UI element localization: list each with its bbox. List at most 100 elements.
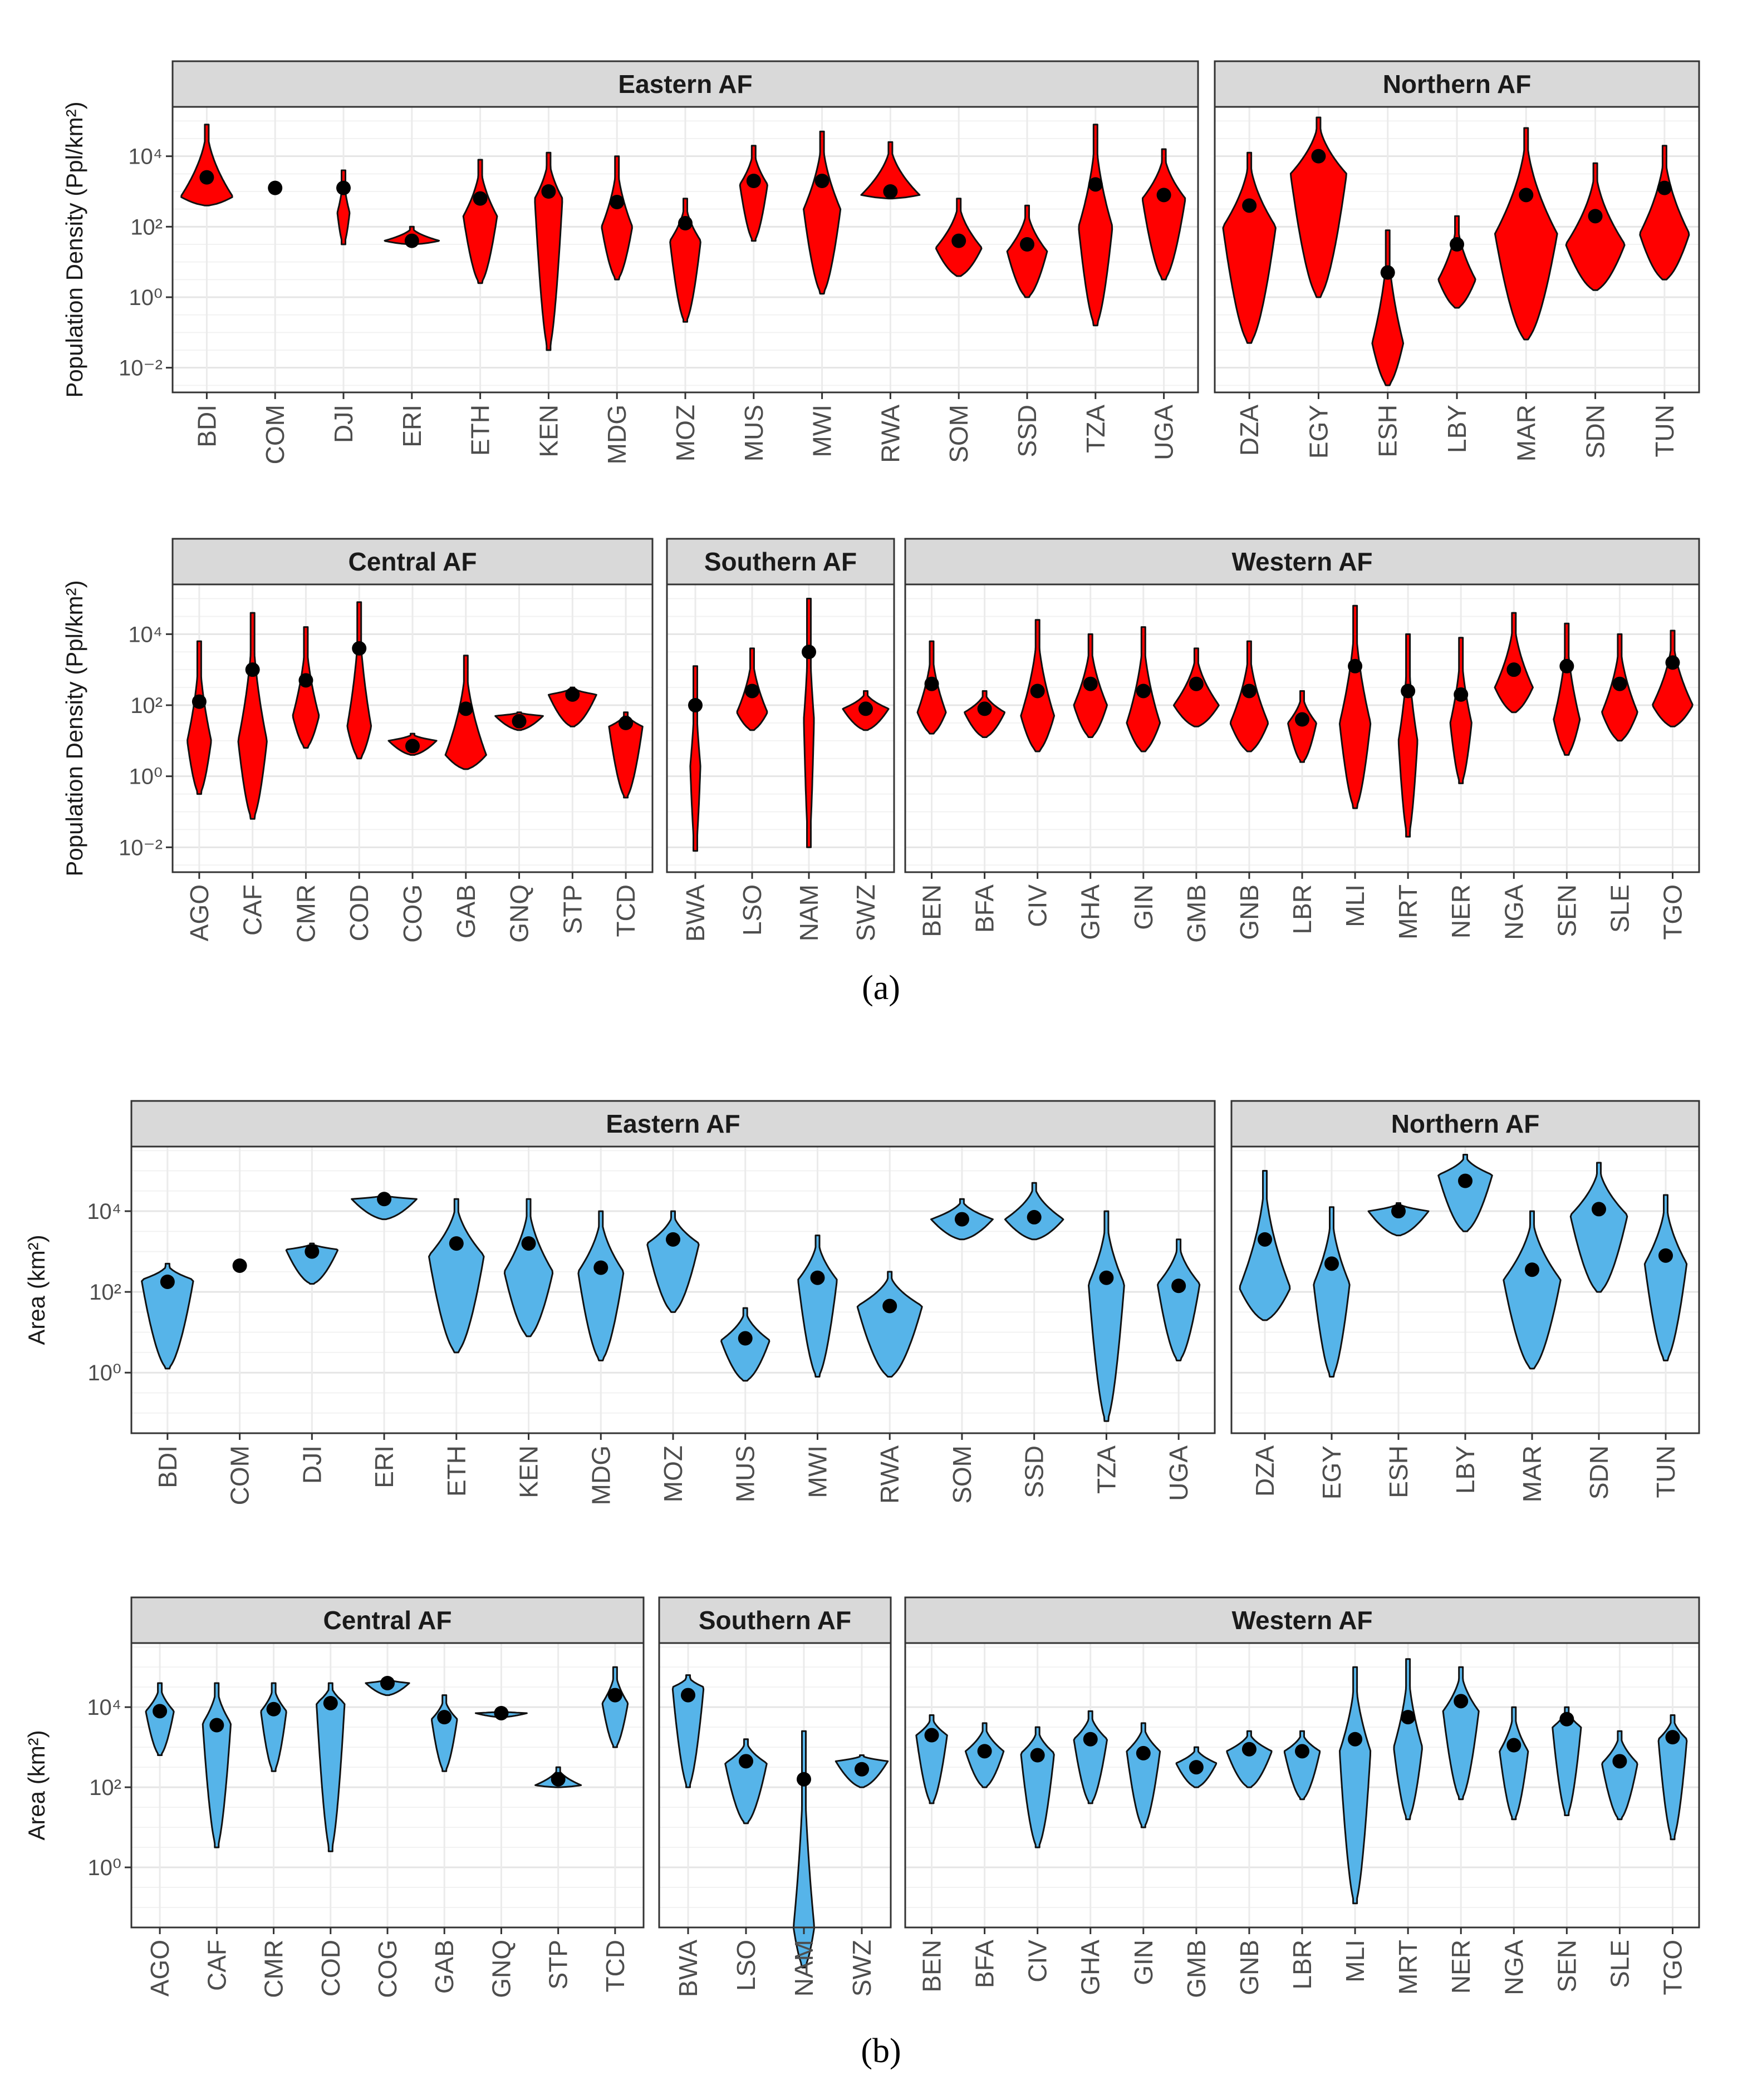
x-tick-label-MAR: MAR: [1511, 405, 1540, 461]
x-tick-label-NGA: NGA: [1499, 1940, 1528, 1995]
violin-AGO: [186, 640, 212, 795]
mean-point-AGO: [192, 694, 207, 709]
panel-border: [658, 1642, 892, 1929]
mean-point-BFA: [977, 1744, 992, 1759]
violin-UGA: [1157, 1238, 1201, 1361]
mean-point-TCD: [607, 1688, 622, 1703]
x-tick-label-GHA: GHA: [1076, 1940, 1105, 1995]
mean-point-CIV: [1030, 683, 1045, 699]
x-tick-label-GIN: GIN: [1129, 884, 1158, 930]
mean-point-SSD: [1027, 1209, 1042, 1224]
violin-UGA: [1142, 148, 1186, 281]
mean-point-KEN: [541, 184, 556, 199]
x-tick-label-TCD: TCD: [601, 1940, 630, 1993]
mean-point-SWZ: [855, 1762, 869, 1777]
x-tick-label-DZA: DZA: [1235, 405, 1264, 456]
mean-point-DZA: [1258, 1232, 1272, 1247]
mean-point-SOM: [954, 1212, 969, 1227]
a-row1-y-axis-label: Population Density (Ppl/km²): [61, 580, 87, 876]
a-facet-western-af: Western AF BEN BFA CIV GHA GIN GMB GNB LBR MLI MRT…: [904, 538, 1700, 943]
violin-AGO: [145, 1682, 175, 1756]
panel-border: [904, 583, 1700, 873]
x-tick-label-CAF: CAF: [238, 884, 267, 936]
x-tick-label-SSD: SSD: [1020, 1445, 1049, 1498]
y-tick-label: 10⁴: [128, 145, 163, 169]
mean-point-COD: [323, 1695, 338, 1710]
mean-point-SDN: [1588, 209, 1603, 224]
violin-LBY: [1437, 215, 1476, 309]
mean-point-NER: [1454, 1694, 1469, 1709]
mean-point-SLE: [1612, 1754, 1627, 1769]
y-tick-label: 10⁴: [87, 1199, 121, 1224]
panel-border: [130, 1642, 645, 1929]
violin-LSO: [724, 1738, 768, 1824]
mean-point-MAR: [1519, 188, 1534, 203]
violin-TGO: [1657, 1714, 1688, 1841]
facet-strip-label: Western AF: [1231, 547, 1372, 576]
x-tick-label-SWZ: SWZ: [847, 1940, 876, 1996]
violin-ETH: [462, 159, 498, 284]
mean-point-NAM: [802, 645, 816, 660]
facet-strip: [1214, 60, 1700, 108]
violin-LBR: [1283, 1730, 1321, 1801]
a-facet-southern-af: Southern AF BWA LSO NAM SWZ: [666, 538, 895, 942]
violin-TCD: [601, 1666, 629, 1748]
mean-point-KEN: [521, 1236, 536, 1251]
mean-point-GIN: [1136, 1745, 1151, 1760]
mean-point-MOZ: [678, 216, 693, 230]
facet-strip: [904, 538, 1700, 586]
mean-point-MWI: [810, 1270, 825, 1285]
x-tick-label-STP: STP: [544, 1940, 573, 1989]
violin-BDI: [141, 1262, 194, 1370]
y-tick-label: 10²: [89, 1776, 121, 1800]
x-tick-label-SLE: SLE: [1605, 884, 1634, 933]
violin-MOZ: [669, 198, 701, 323]
mean-point-GNB: [1241, 683, 1257, 699]
mean-point-COM: [232, 1258, 247, 1273]
x-tick-label-MUS: MUS: [739, 405, 768, 461]
b-facet-central-af: Central AF 10⁰ 10² 10⁴ AGO CAF CMR COD COG GAB GNQ…: [87, 1596, 645, 1998]
x-tick-label-LSO: LSO: [732, 1940, 760, 1991]
x-tick-label-MRT: MRT: [1393, 884, 1422, 940]
violin-KEN: [534, 151, 563, 351]
mean-point-MUS: [738, 1331, 753, 1346]
a-facet-central-af: Central AF 10⁻² 10⁰ 10² 10⁴ AGO CAF CMR COD COG GA…: [119, 538, 654, 943]
x-tick-label-UGA: UGA: [1164, 1445, 1193, 1501]
x-tick-label-ESH: ESH: [1384, 1445, 1413, 1498]
x-tick-label-LBR: LBR: [1288, 1940, 1317, 1989]
mean-point-SLE: [1612, 676, 1627, 691]
x-tick-label-TZA: TZA: [1092, 1445, 1121, 1494]
x-tick-label-BFA: BFA: [970, 1940, 999, 1988]
mean-point-GMB: [1189, 1760, 1204, 1775]
x-tick-label-GMB: GMB: [1182, 884, 1211, 943]
violin-CMR: [260, 1682, 287, 1772]
violin-ESH: [1371, 229, 1405, 386]
x-tick-label-KEN: KEN: [534, 405, 563, 458]
violin-MDG: [577, 1210, 625, 1361]
mean-point-BDI: [199, 170, 214, 185]
x-tick-label-BDI: BDI: [153, 1445, 182, 1488]
x-tick-label-SEN: SEN: [1552, 884, 1581, 937]
mean-point-BEN: [924, 676, 939, 691]
violin-MLI: [1339, 1666, 1372, 1905]
x-tick-label-GIN: GIN: [1129, 1940, 1158, 1985]
x-tick-label-MRT: MRT: [1393, 1940, 1422, 1995]
facet-strip-label: Eastern AF: [618, 70, 752, 99]
x-tick-label-ETH: ETH: [466, 405, 495, 456]
violin-COD: [346, 601, 372, 760]
violin-MOZ: [646, 1210, 700, 1313]
x-tick-label-BEN: BEN: [917, 884, 946, 937]
mean-point-ERI: [377, 1192, 392, 1207]
x-tick-label-COM: COM: [261, 405, 289, 464]
mean-point-MRT: [1401, 683, 1416, 699]
mean-point-DJI: [336, 180, 351, 195]
violin-NER: [1449, 637, 1473, 784]
violin-DZA: [1222, 151, 1277, 344]
x-tick-label-NGA: NGA: [1499, 884, 1528, 940]
mean-point-GMB: [1189, 676, 1204, 691]
violin-RWA: [856, 1271, 923, 1378]
violin-MWI: [797, 1235, 838, 1378]
mean-point-TZA: [1088, 177, 1103, 192]
x-tick-label-MUS: MUS: [731, 1445, 760, 1502]
violin-CAF: [237, 612, 268, 820]
